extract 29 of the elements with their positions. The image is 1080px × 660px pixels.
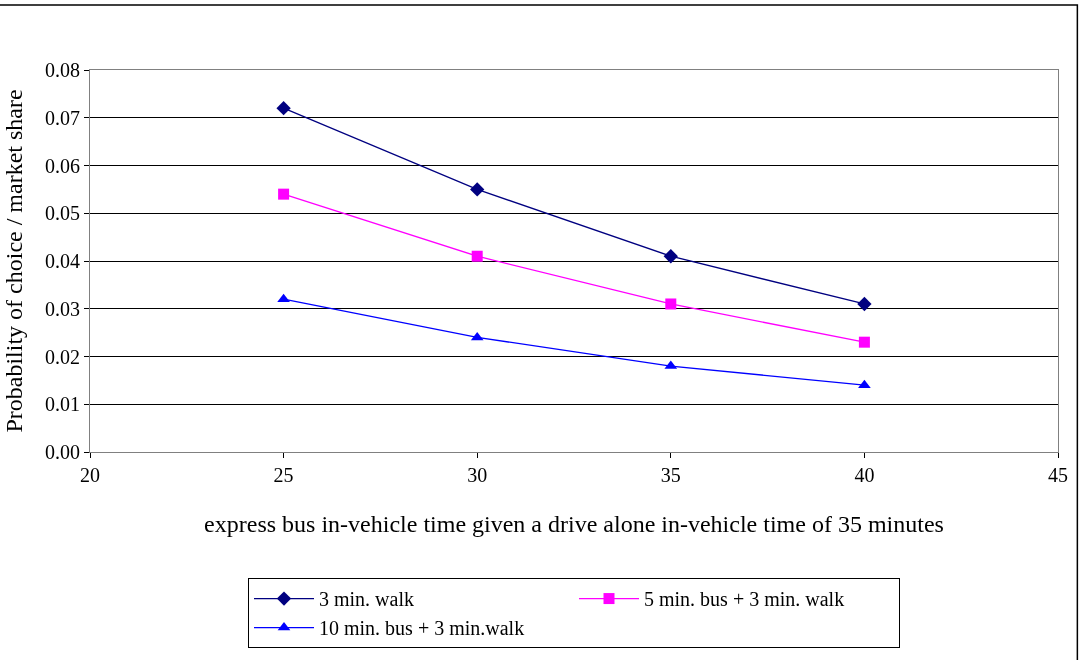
x-tick-label: 35 (660, 464, 681, 486)
point (276, 101, 291, 116)
point (663, 249, 678, 264)
point (857, 296, 872, 312)
y-tick-label: 0.07 (45, 106, 80, 129)
point (665, 298, 677, 310)
x-tick-label: 20 (80, 464, 100, 486)
y-tick-label: 0.02 (45, 345, 80, 368)
x-tick-label: 45 (1048, 464, 1068, 486)
point (858, 336, 870, 348)
y-tick-label: 0.03 (45, 297, 80, 320)
y-tick-label: 0.01 (45, 393, 80, 416)
legend-label: 5 min. bus + 3 min. walk (644, 588, 845, 611)
x-axis-title: express bus in-vehicle time given a drive alone in-vehicle time of 35 minutes (204, 511, 944, 538)
y-tick-label: 0.04 (45, 250, 80, 272)
x-tick-label: 40 (854, 464, 875, 486)
y-tick-label: 0.00 (45, 441, 80, 463)
legend-label: 10 min. bus + 3 min.walk (319, 617, 525, 640)
y-tick-label: 0.05 (45, 202, 80, 225)
point (470, 182, 485, 197)
y-tick-label: 0.06 (45, 154, 80, 177)
x-tick-label: 25 (273, 464, 294, 486)
y-tick-label: 0.08 (45, 59, 80, 81)
x-tick-label: 30 (467, 464, 488, 486)
point (471, 250, 483, 262)
point (278, 188, 290, 200)
legend-label: 3 min. walk (319, 588, 414, 611)
point (470, 331, 484, 341)
y-axis-title: Probability of choice / market share (1, 89, 28, 433)
